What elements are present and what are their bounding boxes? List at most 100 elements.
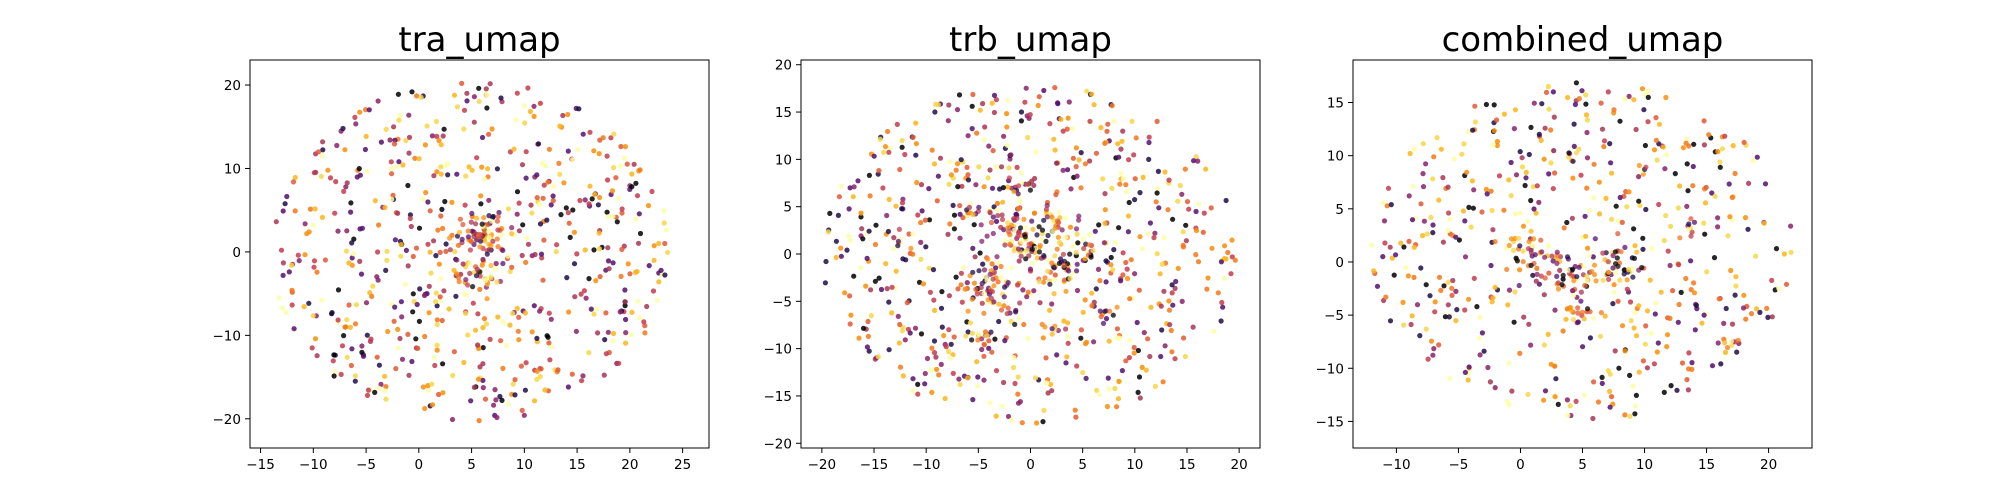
scatter-point bbox=[461, 107, 468, 113]
scatter-point bbox=[1125, 229, 1131, 235]
scatter-point bbox=[438, 213, 444, 219]
scatter-point bbox=[1135, 347, 1141, 354]
scatter-point bbox=[1576, 264, 1582, 270]
scatter-point bbox=[1472, 103, 1478, 109]
scatter-point bbox=[406, 150, 412, 156]
scatter-point bbox=[495, 244, 501, 250]
scatter-point bbox=[393, 366, 399, 372]
scatter-point bbox=[605, 329, 611, 335]
scatter-point bbox=[619, 206, 625, 212]
scatter-point bbox=[353, 302, 359, 308]
scatter-point bbox=[864, 255, 870, 261]
scatter-point bbox=[1445, 279, 1451, 285]
scatter-point bbox=[382, 373, 388, 379]
scatter-point bbox=[1600, 250, 1606, 256]
scatter-point bbox=[424, 123, 430, 129]
scatter-point bbox=[1729, 194, 1735, 200]
scatter-point bbox=[1596, 179, 1602, 185]
scatter-point bbox=[971, 222, 977, 228]
scatter-point bbox=[1113, 240, 1119, 246]
scatter-point bbox=[441, 126, 447, 132]
scatter-point bbox=[1729, 342, 1735, 348]
scatter-point bbox=[1690, 163, 1696, 170]
scatter-point bbox=[1052, 225, 1058, 231]
scatter-point bbox=[396, 159, 402, 165]
scatter-point bbox=[1631, 325, 1637, 331]
scatter-point bbox=[1640, 246, 1646, 252]
scatter-point bbox=[1125, 213, 1132, 219]
scatter-point bbox=[1186, 206, 1192, 212]
scatter-point bbox=[493, 397, 499, 403]
scatter-point bbox=[884, 212, 890, 219]
scatter-point bbox=[463, 173, 469, 179]
scatter-point bbox=[1565, 267, 1571, 273]
scatter-point bbox=[431, 354, 437, 360]
scatter-point bbox=[1229, 237, 1235, 243]
scatter-point bbox=[910, 231, 916, 237]
scatter-point bbox=[1533, 210, 1539, 216]
scatter-point bbox=[425, 387, 432, 393]
scatter-point bbox=[369, 293, 375, 299]
scatter-point bbox=[534, 335, 540, 341]
scatter-point bbox=[302, 221, 308, 227]
scatter-point bbox=[549, 344, 555, 350]
scatter-point bbox=[387, 137, 393, 143]
scatter-point bbox=[1505, 302, 1511, 308]
scatter-point bbox=[302, 252, 308, 258]
scatter-point bbox=[284, 193, 290, 200]
scatter-point bbox=[1384, 203, 1390, 209]
scatter-point bbox=[1534, 271, 1540, 277]
scatter-point bbox=[637, 315, 643, 321]
scatter-point bbox=[413, 245, 420, 251]
scatter-point bbox=[1734, 349, 1740, 355]
scatter-point bbox=[1168, 327, 1174, 334]
scatter-point bbox=[493, 260, 499, 267]
scatter-point bbox=[1000, 185, 1007, 191]
scatter-point bbox=[1030, 226, 1036, 232]
scatter-point bbox=[994, 200, 1001, 206]
scatter-point bbox=[556, 160, 562, 166]
scatter-point bbox=[1024, 294, 1030, 300]
scatter-point bbox=[1005, 305, 1011, 311]
scatter-point bbox=[1074, 261, 1080, 267]
scatter-point bbox=[349, 346, 355, 352]
scatter-point bbox=[582, 197, 588, 203]
scatter-point bbox=[1667, 315, 1673, 321]
scatter-point bbox=[1595, 399, 1602, 405]
scatter-point bbox=[650, 288, 657, 294]
y-tick-label: −5 bbox=[772, 294, 792, 310]
scatter-point bbox=[1027, 112, 1033, 118]
scatter-point bbox=[1051, 264, 1057, 270]
scatter-point bbox=[1007, 241, 1013, 247]
scatter-point bbox=[1628, 318, 1634, 324]
scatter-point bbox=[490, 238, 496, 244]
scatter-point bbox=[611, 165, 617, 171]
scatter-point bbox=[1036, 94, 1042, 100]
scatter-point bbox=[1654, 349, 1660, 355]
scatter-point bbox=[520, 222, 526, 228]
scatter-point bbox=[357, 226, 363, 232]
scatter-point bbox=[1501, 207, 1507, 213]
scatter-point bbox=[882, 144, 889, 150]
scatter-point bbox=[1441, 283, 1447, 289]
scatter-point bbox=[1617, 118, 1623, 124]
panel-trb-umap: trb_umap −20 −15 −10 −5 0 5 10 15 20−20−15−10−50… bbox=[764, 20, 1261, 473]
scatter-point bbox=[1519, 164, 1526, 170]
scatter-point bbox=[611, 131, 617, 137]
scatter-point bbox=[1636, 303, 1642, 309]
scatter-point bbox=[587, 183, 593, 189]
scatter-point bbox=[1025, 134, 1031, 141]
scatter-point bbox=[1043, 238, 1049, 244]
scatter-point bbox=[1651, 361, 1657, 367]
scatter-point bbox=[1062, 215, 1069, 221]
scatter-point bbox=[494, 279, 500, 285]
scatter-point bbox=[885, 128, 891, 135]
scatter-point bbox=[1668, 383, 1674, 389]
scatter-point bbox=[1160, 379, 1166, 385]
scatter-point bbox=[1689, 366, 1695, 372]
scatter-point bbox=[1103, 279, 1109, 285]
scatter-point bbox=[1528, 262, 1534, 268]
scatter-point bbox=[1523, 175, 1529, 181]
scatter-point bbox=[457, 216, 463, 222]
scatter-point bbox=[656, 279, 662, 285]
